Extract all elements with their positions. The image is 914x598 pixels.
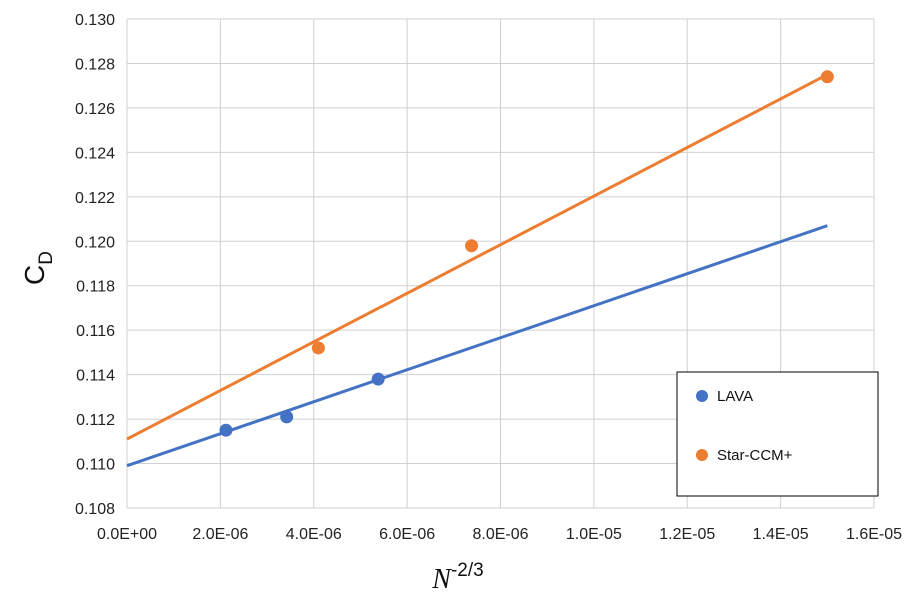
y-tick-label: 0.120: [75, 234, 115, 251]
x-tick-label: 0.0E+00: [97, 526, 157, 543]
y-tick-label: 0.122: [75, 190, 115, 207]
legend-marker: [696, 390, 708, 402]
y-tick-label: 0.110: [76, 457, 115, 474]
x-tick-label: 1.2E-05: [659, 526, 715, 543]
x-tick-label: 8.0E-06: [472, 526, 528, 543]
data-point: [219, 424, 232, 437]
x-tick-label: 1.0E-05: [566, 526, 622, 543]
x-tick-label: 1.6E-05: [846, 526, 902, 543]
legend-box: [677, 372, 878, 496]
data-point: [280, 410, 293, 423]
x-tick-label: 2.0E-06: [192, 526, 248, 543]
legend-label: LAVA: [717, 388, 753, 405]
legend-marker: [696, 449, 708, 461]
y-tick-label: 0.118: [76, 279, 115, 296]
legend-label: Star-CCM+: [717, 447, 793, 464]
data-point: [821, 70, 834, 83]
x-tick-label: 6.0E-06: [379, 526, 435, 543]
x-tick-label: 1.4E-05: [753, 526, 809, 543]
x-tick-label: 4.0E-06: [286, 526, 342, 543]
y-tick-label: 0.116: [76, 323, 115, 340]
data-point: [465, 239, 478, 252]
y-tick-label: 0.108: [75, 501, 115, 518]
y-tick-label: 0.126: [75, 101, 115, 118]
x-tick-labels: 0.0E+00 2.0E-06 4.0E-06 6.0E-06 8.0E-06 1.0E-…: [97, 526, 902, 543]
y-tick-label: 0.114: [76, 368, 115, 385]
data-point: [312, 341, 325, 354]
legend: LAVA Star-CCM+: [677, 372, 878, 496]
y-tick-label: 0.130: [75, 12, 115, 29]
y-tick-label: 0.124: [75, 145, 115, 162]
data-point: [372, 373, 385, 386]
y-tick-label: 0.112: [76, 412, 115, 429]
y-tick-label: 0.128: [75, 56, 115, 73]
